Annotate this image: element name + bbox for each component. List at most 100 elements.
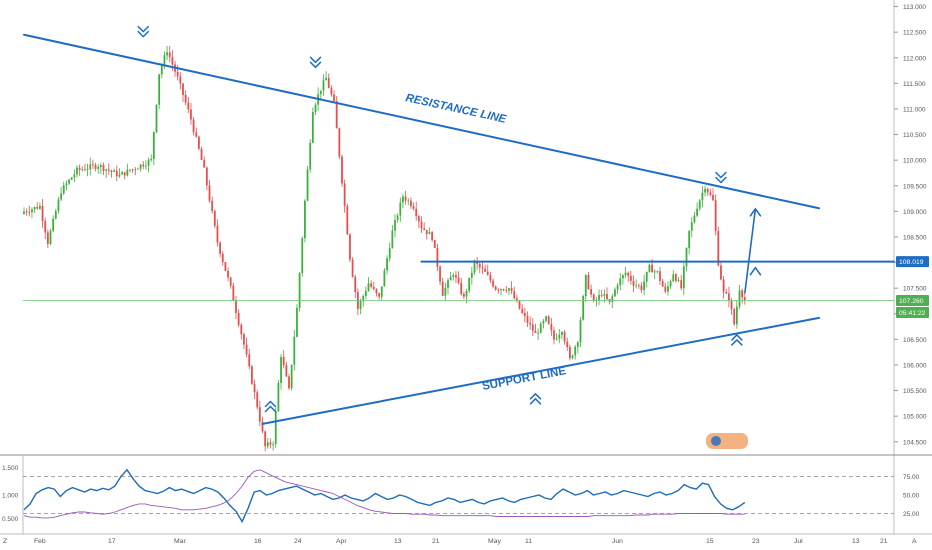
oscillator-right-tick: 75.00 [903, 474, 920, 481]
level-tag-text: 108.019 [899, 259, 924, 266]
candle-body [614, 289, 616, 297]
candle-body [680, 280, 683, 289]
candle-body [696, 208, 698, 216]
candle-body [502, 289, 505, 291]
candle-body [550, 323, 553, 331]
candle-body [237, 312, 240, 325]
level-tag[interactable]: 108.019 [896, 256, 929, 268]
candle-body [168, 52, 171, 58]
double-chevron-down-icon [137, 25, 149, 38]
candle-body [441, 281, 444, 296]
candle-body [600, 295, 603, 296]
candle-body [733, 309, 736, 325]
candle-body [245, 344, 248, 355]
chevron-stroke [309, 56, 322, 64]
candle-body [121, 172, 123, 175]
candle-body [44, 220, 47, 233]
candle-body [643, 281, 645, 291]
candle-body [661, 280, 664, 287]
candle-body [25, 211, 28, 213]
candle-body [70, 177, 73, 180]
time-axis[interactable]: Feb 17 Mar 16 24 Apr 13 21 May 11 Jun 15 23 Jul 13 21 A Z [3, 538, 917, 545]
candle-body [81, 169, 84, 171]
price-axis[interactable]: 113.000 112.500 112.000 111.500 111.000 110.5… [894, 4, 929, 446]
candle-body [41, 205, 44, 221]
candle-body [364, 290, 367, 297]
candle-body [341, 156, 343, 184]
candle-body [425, 229, 428, 235]
chevron-stroke [529, 398, 542, 405]
candle-body [46, 232, 49, 244]
candle-body [534, 330, 537, 333]
y-tick-label: 109.500 [903, 183, 927, 190]
candle-body [277, 383, 280, 412]
candle-body [200, 148, 203, 160]
candle-body [232, 285, 235, 302]
candle-body [145, 165, 147, 167]
candle-body [306, 169, 309, 201]
candle-body [115, 170, 118, 177]
candle-body [420, 221, 423, 229]
candle-body [494, 286, 497, 290]
candle-body [449, 276, 452, 281]
candle-body [701, 192, 704, 201]
candle-body [529, 322, 532, 325]
chevron-stroke [309, 61, 322, 69]
candle-body [107, 169, 110, 171]
candle-body [616, 285, 619, 290]
candle-body [378, 293, 380, 297]
candle-body [383, 270, 386, 287]
candle-body [407, 200, 410, 202]
y-tick-label: 105.500 [903, 388, 927, 395]
candle-body [282, 356, 285, 366]
candle-body [402, 196, 404, 203]
candle-body [667, 286, 669, 292]
chevron-stroke [529, 393, 542, 400]
logo-dot [711, 436, 721, 446]
candle-body [73, 174, 76, 178]
candle-body [86, 169, 89, 171]
candle-body [256, 392, 259, 408]
candle-body [264, 431, 267, 447]
candle-body [311, 112, 314, 143]
candle-body [635, 285, 638, 287]
candle-body [380, 286, 383, 297]
candle-body [478, 263, 481, 268]
candle-body [712, 195, 714, 201]
y-tick-label: 108.500 [903, 234, 927, 241]
resistance-line[interactable] [23, 33, 820, 210]
candle-body [372, 286, 375, 289]
candle-body [126, 169, 129, 176]
x-tick-label: 15 [706, 538, 714, 545]
candle-body [500, 289, 502, 291]
candle-body [322, 80, 325, 91]
candle-body [343, 183, 346, 207]
candle-body [571, 355, 574, 359]
candle-body [433, 239, 436, 248]
price-tag[interactable]: 107.260 [896, 294, 929, 306]
candle-body [110, 170, 113, 172]
candle-body [160, 65, 163, 75]
candle-body [163, 55, 166, 66]
candle-body [147, 159, 150, 166]
countdown-tag[interactable]: 05:41:22 [896, 306, 929, 318]
breakout-arrow-head-icon [749, 266, 762, 276]
candle-body [123, 172, 126, 176]
y-tick-label: 110.500 [903, 132, 926, 139]
candle-body [134, 169, 137, 170]
candle-body [513, 291, 516, 299]
candle-body [94, 165, 97, 169]
x-tick-label: Feb [34, 538, 46, 545]
candle-body [76, 167, 78, 175]
support-line[interactable] [261, 316, 820, 425]
candle-body [730, 300, 733, 310]
timezone-icon[interactable]: Z [3, 538, 7, 545]
candle-body [587, 275, 590, 290]
candle-body [49, 230, 52, 244]
candle-body [224, 262, 227, 271]
x-tick-label: 13 [852, 538, 860, 545]
candle-body [33, 206, 36, 210]
grid [0, 0, 932, 535]
candle-body [333, 94, 335, 102]
x-tick-label: 21 [432, 538, 440, 545]
